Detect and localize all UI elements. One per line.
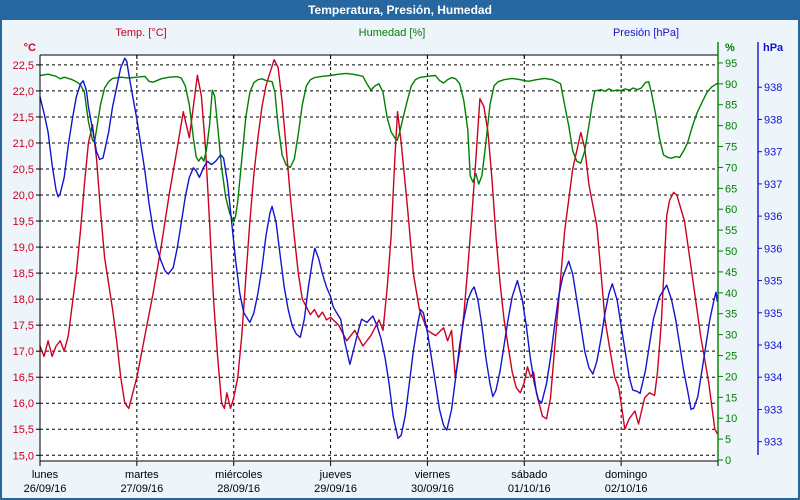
temperature-line — [39, 59, 719, 436]
plot-area — [40, 55, 718, 461]
humidity-tick-label: 0 — [725, 455, 731, 467]
humidity-tick-label: 15 — [725, 392, 737, 404]
temp-tick-label: 17,0 — [13, 346, 34, 358]
date-label: 27/09/16 — [120, 483, 163, 495]
humidity-tick-label: 5 — [725, 434, 731, 446]
window-title: Temperatura, Presión, Humedad — [308, 3, 492, 17]
temp-tick-label: 15,0 — [13, 450, 34, 462]
humidity-tick-label: 55 — [725, 225, 737, 237]
humidity-tick-label: 35 — [725, 309, 737, 321]
temp-tick-label: 18,5 — [13, 268, 34, 280]
humidity-tick-label: 50 — [725, 246, 737, 258]
weekday-label: lunes — [32, 469, 59, 481]
humidity-tick-label: 90 — [725, 79, 737, 91]
humidity-tick-label: 20 — [725, 371, 737, 383]
pressure-tick-label: 938 — [764, 114, 782, 126]
humidity-tick-label: 45 — [725, 267, 737, 279]
temp-axis-unit: °C — [24, 42, 36, 54]
temp-tick-label: 17,5 — [13, 320, 34, 332]
humidity-tick-label: 65 — [725, 183, 737, 195]
pressure-tick-label: 937 — [764, 179, 782, 191]
date-label: 26/09/16 — [24, 483, 67, 495]
pressure-line — [39, 57, 719, 440]
pressure-tick-label: 935 — [764, 308, 782, 320]
day-labels: lunes 26/09/16 martes 27/09/16 miércoles 28/0… — [24, 55, 719, 495]
pressure-tick-label: 935 — [764, 276, 782, 288]
temp-tick-label: 21,0 — [13, 138, 34, 150]
gridlines — [40, 55, 718, 461]
humidity-tick-label: 80 — [725, 121, 737, 133]
pressure-tick-label: 934 — [764, 340, 782, 352]
temp-tick-label: 16,0 — [13, 398, 34, 410]
pressure-tick-label: 933 — [764, 404, 782, 416]
temp-tick-label: 18,0 — [13, 294, 34, 306]
legend-humidity: Humedad [%] — [359, 27, 426, 39]
pressure-tick-label: 938 — [764, 82, 782, 94]
humidity-tick-label: 95 — [725, 58, 737, 70]
humidity-tick-label: 70 — [725, 162, 737, 174]
pressure-tick-label: 936 — [764, 211, 782, 223]
weekday-label: viernes — [415, 469, 451, 481]
humidity-tick-label: 30 — [725, 330, 737, 342]
axis-ticks-and-labels: 22,5 22,0 21,5 21,0 20,5 20,0 19,5 19,0 18,5 18,0… — [13, 58, 783, 467]
series-lines — [39, 57, 719, 440]
temp-tick-label: 15,5 — [13, 424, 34, 436]
pressure-axis-unit: hPa — [763, 42, 784, 54]
humidity-axis-unit: % — [725, 42, 735, 54]
temp-tick-label: 16,5 — [13, 372, 34, 384]
weekday-label: domingo — [605, 469, 647, 481]
humidity-line — [39, 72, 719, 223]
weekday-label: miércoles — [215, 469, 263, 481]
humidity-tick-label: 25 — [725, 351, 737, 363]
pressure-tick-label: 934 — [764, 372, 782, 384]
date-label: 28/09/16 — [217, 483, 260, 495]
date-label: 02/10/16 — [605, 483, 648, 495]
legend-pressure: Presión [hPa] — [613, 27, 679, 39]
temp-tick-label: 19,5 — [13, 216, 34, 228]
date-label: 01/10/16 — [508, 483, 551, 495]
pressure-tick-label: 936 — [764, 243, 782, 255]
temp-tick-label: 21,5 — [13, 112, 34, 124]
legend-temperature: Temp. [°C] — [115, 27, 166, 39]
humidity-tick-label: 85 — [725, 100, 737, 112]
temp-tick-label: 22,0 — [13, 86, 34, 98]
window-titlebar[interactable] — [0, 0, 800, 20]
temp-tick-label: 22,5 — [13, 60, 34, 72]
temp-tick-label: 20,5 — [13, 164, 34, 176]
humidity-tick-label: 60 — [725, 204, 737, 216]
pressure-tick-label: 937 — [764, 147, 782, 159]
temp-tick-label: 19,0 — [13, 242, 34, 254]
humidity-tick-label: 75 — [725, 142, 737, 154]
temp-tick-label: 20,0 — [13, 190, 34, 202]
weekday-label: sábado — [511, 469, 547, 481]
weekday-label: jueves — [319, 469, 352, 481]
pressure-tick-label: 933 — [764, 437, 782, 449]
humidity-tick-label: 10 — [725, 413, 737, 425]
date-label: 29/09/16 — [314, 483, 357, 495]
humidity-tick-label: 40 — [725, 288, 737, 300]
date-label: 30/09/16 — [411, 483, 454, 495]
weekday-label: martes — [125, 469, 159, 481]
